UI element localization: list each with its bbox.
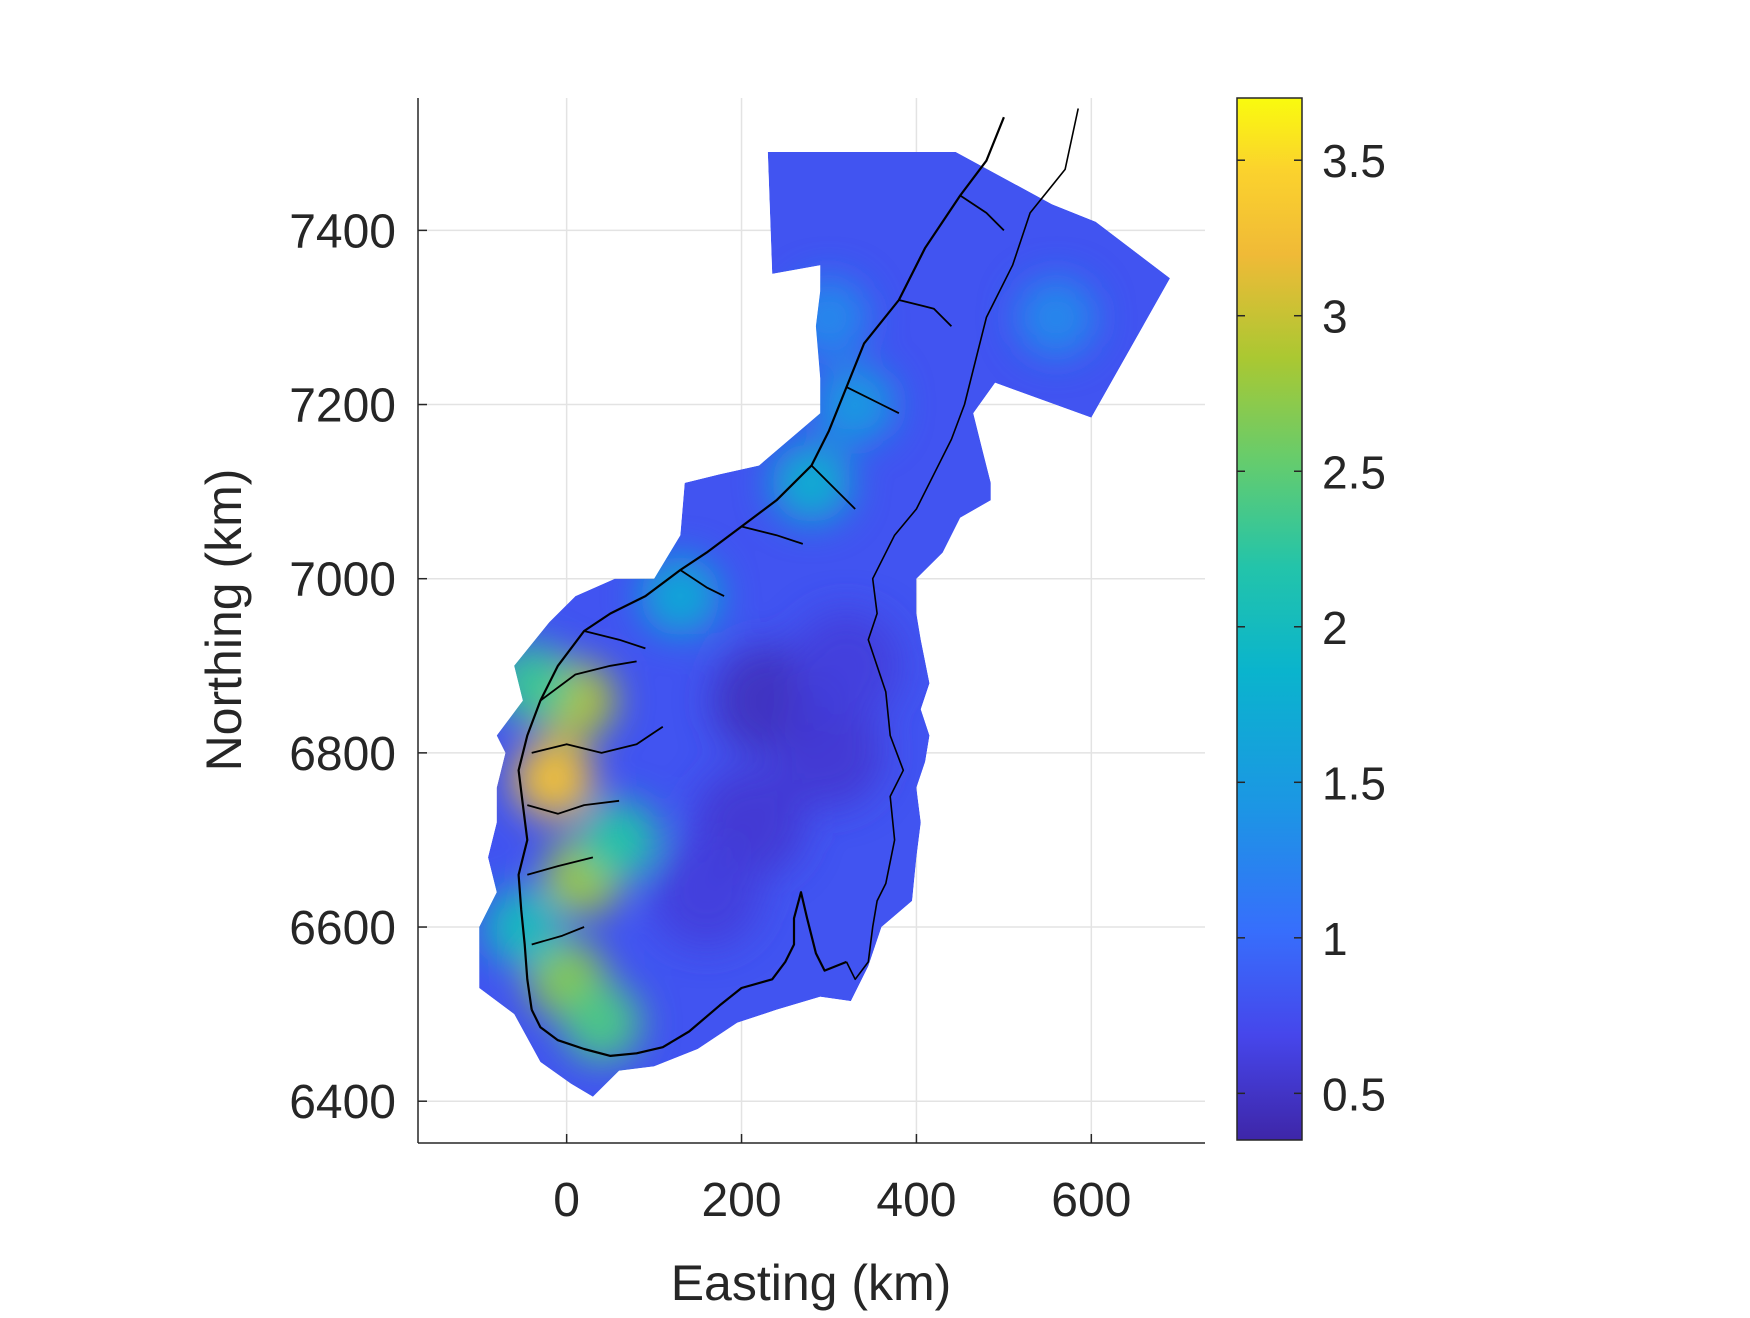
- heatmap-hotspot: [491, 643, 572, 724]
- x-tick-label: 0: [553, 1174, 580, 1227]
- colorbar-tick-label: 1.5: [1322, 757, 1386, 809]
- fjord-line: [898, 299, 953, 327]
- fjord-line: [539, 660, 637, 702]
- fjord-line: [679, 569, 725, 597]
- fjord-line: [741, 525, 804, 545]
- y-axis-label: Northing (km): [196, 469, 252, 772]
- colorbar: 0.5 1 1.5 2 2.5 3 3.5: [1236, 97, 1386, 1141]
- colorbar-tick-label: 3: [1322, 291, 1348, 343]
- y-tick-label: 6800: [289, 728, 396, 781]
- heatmap-hotspot: [788, 277, 869, 358]
- x-tick-label: 200: [701, 1174, 781, 1227]
- heatmap-hotspot: [1016, 277, 1097, 358]
- heatmap-hotspot: [561, 982, 642, 1063]
- colorbar-tick-label: 2.5: [1322, 446, 1386, 498]
- y-tick-label: 7200: [289, 380, 396, 433]
- heatmap-field: [479, 152, 1170, 1097]
- x-tick-label: 400: [876, 1174, 956, 1227]
- fjord-line: [959, 194, 1005, 232]
- colorbar-tick-label: 1: [1322, 913, 1348, 965]
- y-tick-label: 6400: [289, 1076, 396, 1129]
- colorbar-tick-label: 2: [1322, 602, 1348, 654]
- heatmap-hotspot: [815, 364, 896, 445]
- heatmap-coldspot: [791, 610, 902, 721]
- colorbar-tick-label: 3.5: [1322, 135, 1386, 187]
- y-tick-label: 7000: [289, 554, 396, 607]
- west-coastline: [517, 116, 1005, 1010]
- colorbar-ticks: 0.5 1 1.5 2 2.5 3 3.5: [1237, 135, 1386, 1120]
- south-coastline: [530, 891, 847, 1057]
- heatmap-coldspot: [651, 837, 762, 948]
- fjord-line: [527, 799, 620, 815]
- colorbar-tick-label: 0.5: [1322, 1068, 1386, 1120]
- fjord-line: [583, 630, 646, 650]
- colorbar-bar: [1236, 97, 1303, 1141]
- heatmap-clipped: [479, 152, 1170, 1097]
- y-tick-labels: 6400 6600 6800 7000 7200 7400: [289, 205, 396, 1129]
- fjord-line: [531, 926, 585, 946]
- axes: [417, 98, 1205, 1144]
- y-tick-label: 6600: [289, 902, 396, 955]
- x-axis-label: Easting (km): [671, 1255, 952, 1311]
- heatmap-hotspot: [579, 799, 660, 880]
- fjord-line: [531, 725, 664, 754]
- x-tick-labels: 0 200 400 600: [553, 1174, 1131, 1227]
- national-border: [845, 108, 1079, 981]
- coastline-layer: [517, 108, 1079, 1057]
- fjord-line: [527, 856, 594, 876]
- heatmap-hotspot: [771, 442, 852, 523]
- heatmap-coldspot: [773, 697, 884, 808]
- x-tick-label: 600: [1051, 1174, 1131, 1227]
- heatmap-hotspot: [640, 556, 721, 637]
- fjord-line: [846, 386, 900, 415]
- fjord-line: [810, 464, 856, 510]
- y-tick-label: 7400: [289, 205, 396, 258]
- heatmap-hotspot: [513, 738, 594, 819]
